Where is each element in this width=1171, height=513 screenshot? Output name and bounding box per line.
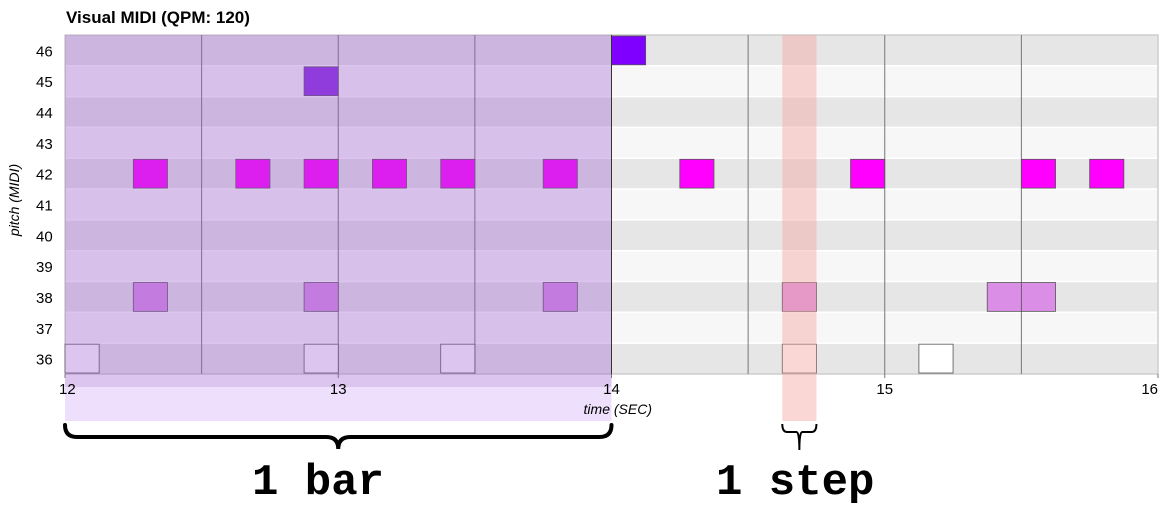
note-45-1 (303, 66, 339, 97)
note-42-8 (679, 158, 715, 189)
y-tick-39: 39 (36, 259, 53, 276)
step-annotation-label: 1 step (716, 458, 875, 508)
braces-layer (63, 423, 818, 451)
bar-annotation-label: 1 bar (252, 458, 385, 508)
notes-layer (64, 35, 1125, 374)
x-tick-label-15: 15 (876, 381, 893, 398)
note-42-5 (372, 158, 407, 189)
y-tick-41: 41 (36, 198, 53, 215)
x-axis-label: time (SEC) (584, 401, 652, 417)
bar-highlight-plot (65, 35, 612, 387)
chart-title: Visual MIDI (QPM: 120) (66, 8, 250, 27)
x-tick-label-14: 14 (603, 381, 620, 398)
note-42-9 (850, 158, 886, 189)
note-38-14 (542, 282, 578, 312)
y-tick-40: 40 (36, 228, 53, 245)
note-38-15 (781, 282, 817, 312)
y-tick-45: 45 (36, 74, 53, 91)
note-38-12 (132, 282, 168, 312)
y-tick-36: 36 (36, 352, 53, 369)
x-tick-label-12: 12 (59, 381, 76, 398)
note-38-13 (303, 282, 339, 312)
note-42-4 (303, 158, 339, 189)
note-42-6 (440, 158, 476, 189)
y-tick-38: 38 (36, 290, 53, 307)
x-tick-label-13: 13 (330, 381, 347, 398)
note-46-0 (611, 35, 647, 66)
x-axis-ticks: 12 13 14 15 16 (59, 374, 1159, 398)
y-tick-46: 46 (36, 43, 53, 60)
y-tick-37: 37 (36, 321, 53, 338)
note-36-18 (64, 343, 100, 374)
note-36-19 (303, 343, 339, 374)
highlights-layer (65, 35, 817, 421)
step-highlight (782, 35, 817, 421)
y-tick-44: 44 (36, 105, 53, 122)
x-tick-label-16: 16 (1141, 381, 1158, 398)
note-42-11 (1089, 158, 1125, 189)
y-tick-42: 42 (36, 167, 53, 184)
note-38-17 (1020, 282, 1056, 312)
y-axis-label: pitch (MIDI) (6, 164, 22, 237)
note-42-2 (132, 158, 168, 189)
y-tick-43: 43 (36, 136, 53, 153)
y-axis-ticks: 46 45 44 43 42 41 40 39 38 37 36 (36, 43, 53, 368)
note-36-22 (918, 343, 954, 374)
bar-brace (63, 423, 614, 450)
note-42-7 (542, 158, 578, 189)
note-38-16 (986, 282, 1022, 312)
step-brace (781, 423, 818, 451)
bar-highlight-axis (65, 387, 612, 421)
note-42-10 (1020, 158, 1056, 189)
note-36-21 (781, 343, 817, 374)
note-36-20 (440, 343, 476, 374)
note-42-3 (235, 158, 271, 189)
